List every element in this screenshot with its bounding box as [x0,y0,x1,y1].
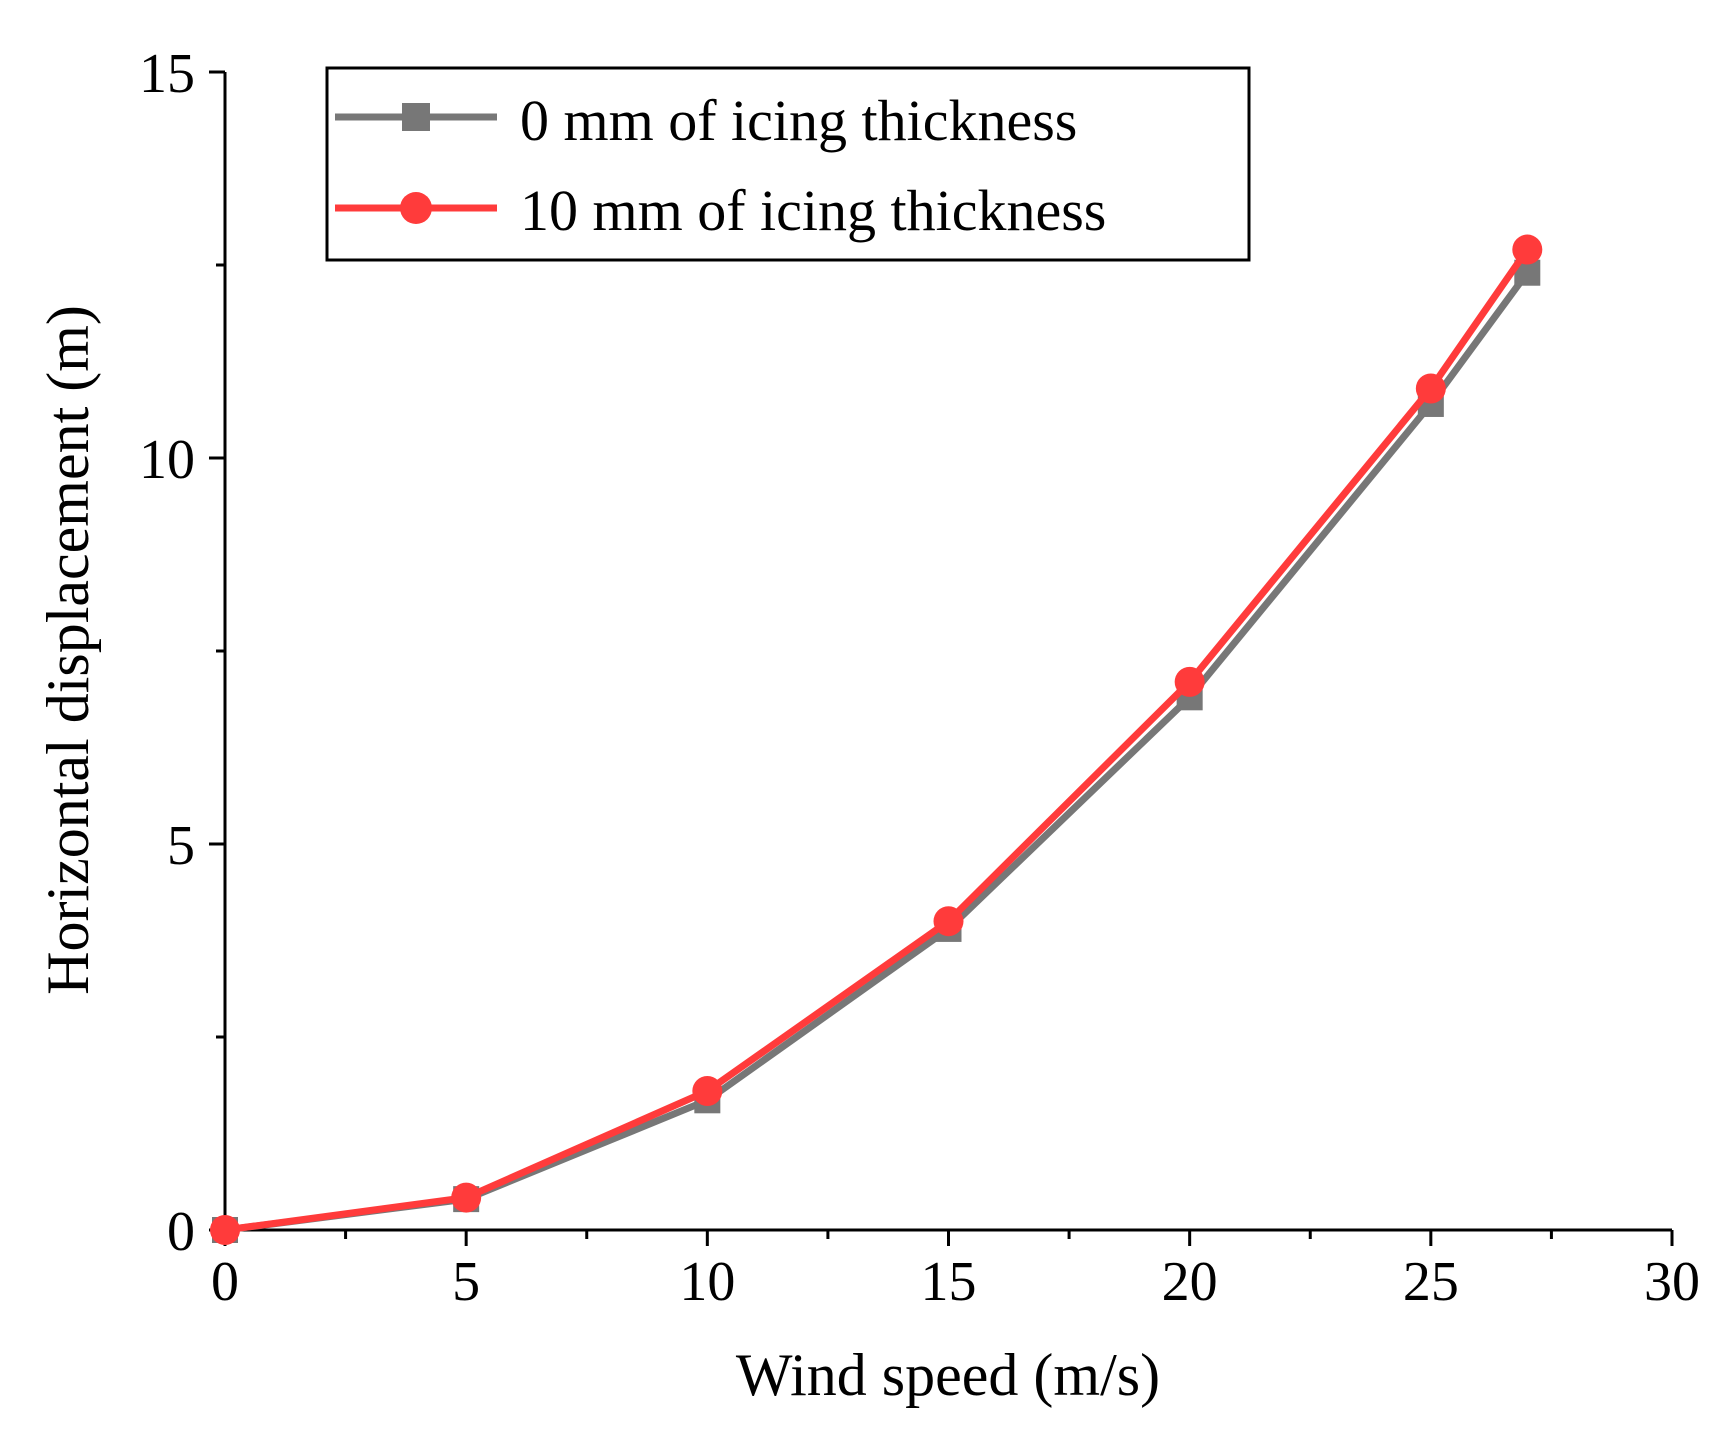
x-tick-label: 15 [921,1251,977,1313]
x-tick-label: 25 [1403,1251,1459,1313]
legend-box [325,66,1251,262]
data-point-circle [1174,666,1205,697]
x-tick-label: 20 [1162,1251,1218,1313]
y-tick-label: 0 [167,1201,195,1263]
x-tick-label: 10 [679,1251,735,1313]
legend-label-10mm: 10 mm of icing thickness [520,178,1106,243]
data-point-circle [1512,234,1543,265]
series-line [224,270,1531,1234]
series-0 [212,259,1541,1243]
x-tick-label: 0 [211,1251,239,1313]
legend: 0 mm of icing thickness 10 mm of icing t… [325,66,1251,262]
x-tick-label: 5 [452,1251,480,1313]
x-axis-title: Wind speed (m/s) [736,1342,1160,1408]
x-ticks: 0 5 10 15 20 25 30 [211,1230,1700,1313]
legend-marker-square [402,103,430,131]
y-tick-label: 15 [139,43,195,105]
data-point-circle [210,1215,240,1245]
series-1 [210,234,1543,1245]
y-tick-label: 5 [167,815,195,877]
legend-label-0mm: 0 mm of icing thickness [520,88,1077,153]
x-tick-label: 30 [1644,1251,1700,1313]
data-point-circle [1415,373,1446,404]
data-point-circle [692,1076,723,1107]
legend-marker-circle [400,192,432,224]
data-point-circle [933,906,964,937]
y-axis-title: Horizontal displacement (m) [35,305,101,995]
series-group [210,234,1543,1245]
y-ticks: 0 5 10 15 [139,43,225,1263]
data-point-circle [451,1182,482,1213]
y-tick-label: 10 [139,429,195,491]
series-line [224,247,1531,1234]
